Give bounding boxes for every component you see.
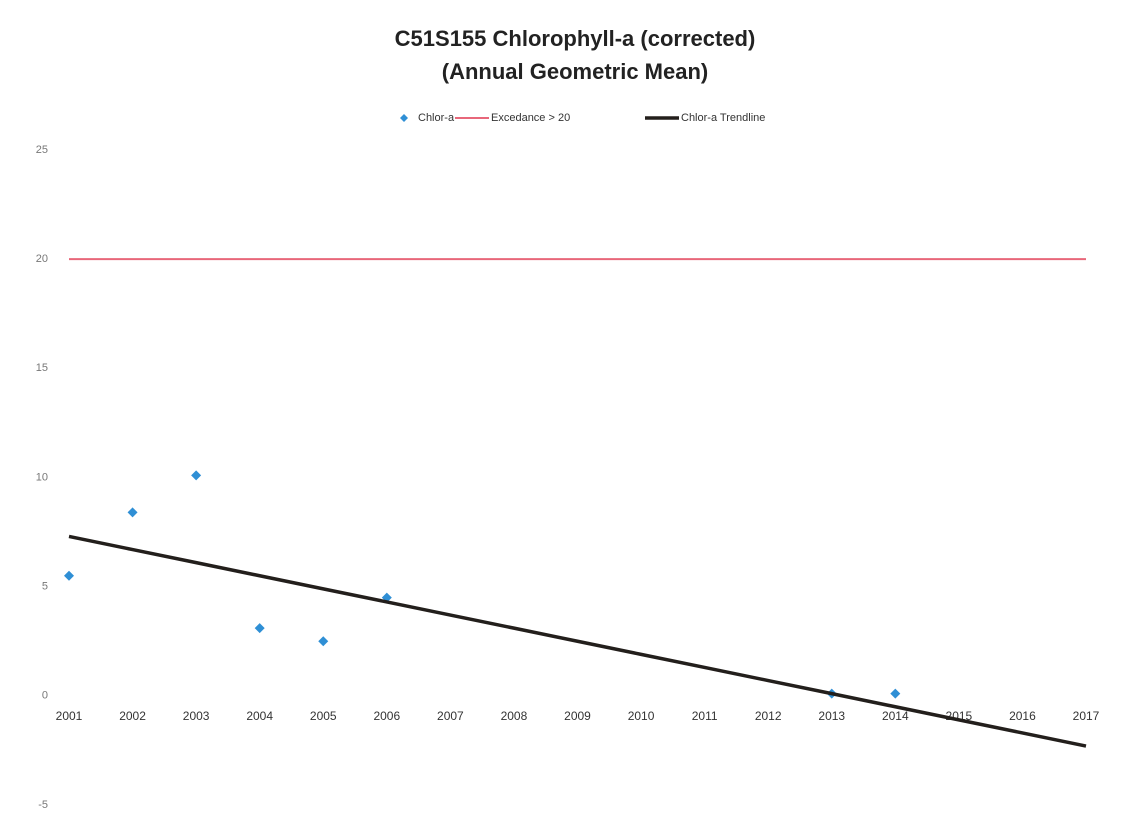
data-point — [318, 636, 329, 647]
x-tick-label: 2009 — [564, 709, 591, 723]
y-tick-label: -5 — [38, 799, 48, 811]
legend-marker — [400, 114, 408, 122]
legend-label: Excedance > 20 — [491, 112, 570, 124]
x-tick-label: 2007 — [437, 709, 464, 723]
x-tick-label: 2008 — [501, 709, 528, 723]
x-tick-label: 2004 — [246, 709, 273, 723]
x-tick-label: 2005 — [310, 709, 337, 723]
x-tick-label: 2002 — [119, 709, 146, 723]
legend-label: Chlor-a — [418, 112, 455, 124]
x-tick-label: 2011 — [692, 709, 718, 723]
x-tick-label: 2012 — [755, 709, 782, 723]
x-tick-label: 2003 — [183, 709, 210, 723]
chart-title: C51S155 Chlorophyll-a (corrected) — [395, 26, 756, 51]
x-tick-label: 2006 — [373, 709, 400, 723]
y-tick-label: 15 — [36, 362, 48, 374]
y-tick-label: 25 — [36, 144, 48, 156]
x-tick-label: 2017 — [1073, 709, 1100, 723]
y-tick-label: 20 — [36, 253, 48, 265]
data-point — [254, 623, 265, 634]
legend-label: Chlor-a Trendline — [681, 112, 765, 124]
data-point — [64, 570, 74, 581]
data-point — [890, 688, 901, 699]
y-tick-label: 0 — [42, 690, 48, 702]
data-point — [191, 470, 202, 481]
y-tick-label: 5 — [42, 581, 48, 593]
x-tick-label: 2001 — [56, 709, 83, 723]
chart-subtitle: (Annual Geometric Mean) — [442, 59, 708, 84]
x-tick-label: 2010 — [628, 709, 655, 723]
series-line — [68, 534, 1087, 748]
y-tick-label: 10 — [36, 471, 48, 483]
data-point — [127, 507, 138, 518]
x-tick-label: 2016 — [1009, 709, 1036, 723]
x-tick-label: 2014 — [882, 709, 909, 723]
x-tick-label: 2013 — [818, 709, 845, 723]
